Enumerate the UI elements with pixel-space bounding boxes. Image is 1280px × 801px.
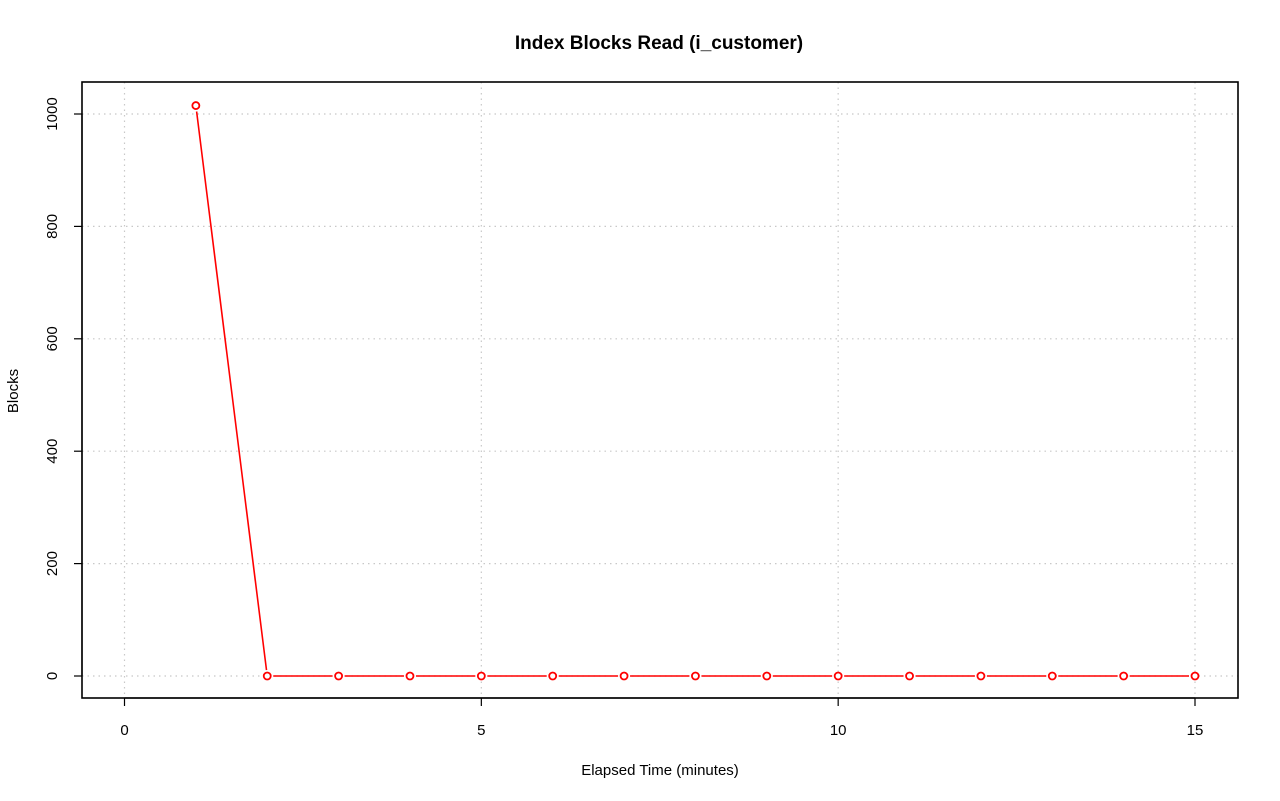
x-tick-label: 15 [1187, 722, 1204, 739]
data-point [1190, 671, 1200, 681]
data-point [833, 671, 843, 681]
data-point [262, 671, 272, 681]
y-tick-label: 0 [44, 672, 61, 680]
x-tick-label: 0 [120, 722, 128, 739]
y-axis-label: Blocks [5, 369, 22, 413]
x-axis-label: Elapsed Time (minutes) [581, 762, 739, 779]
y-tick-label: 800 [44, 214, 61, 239]
data-point [905, 671, 914, 681]
grid-layer [82, 82, 1238, 698]
series-line-segment [195, 111, 268, 671]
axes-layer: 0 5 10 15 0 200 400 600 800 1000 [44, 97, 1203, 739]
x-tick-label: 5 [477, 722, 485, 739]
data-point [334, 671, 344, 681]
y-tick-label: 400 [44, 439, 61, 464]
plot-frame [81, 81, 1239, 699]
x-tick-label: 10 [830, 722, 847, 739]
data-point [762, 671, 772, 681]
y-tick-label: 200 [44, 551, 61, 576]
data-point [548, 671, 558, 681]
data-point [191, 101, 201, 110]
data-point [405, 671, 415, 681]
data-point [976, 671, 986, 681]
data-point [476, 671, 486, 681]
data-point [619, 671, 629, 681]
data-point [1119, 671, 1129, 681]
y-tick-label: 600 [44, 326, 61, 351]
data-point [1047, 671, 1057, 681]
data-point [691, 671, 700, 681]
chart-title: Index Blocks Read (i_customer) [515, 33, 803, 54]
y-tick-label: 1000 [44, 97, 61, 130]
series-layer [191, 101, 1200, 681]
